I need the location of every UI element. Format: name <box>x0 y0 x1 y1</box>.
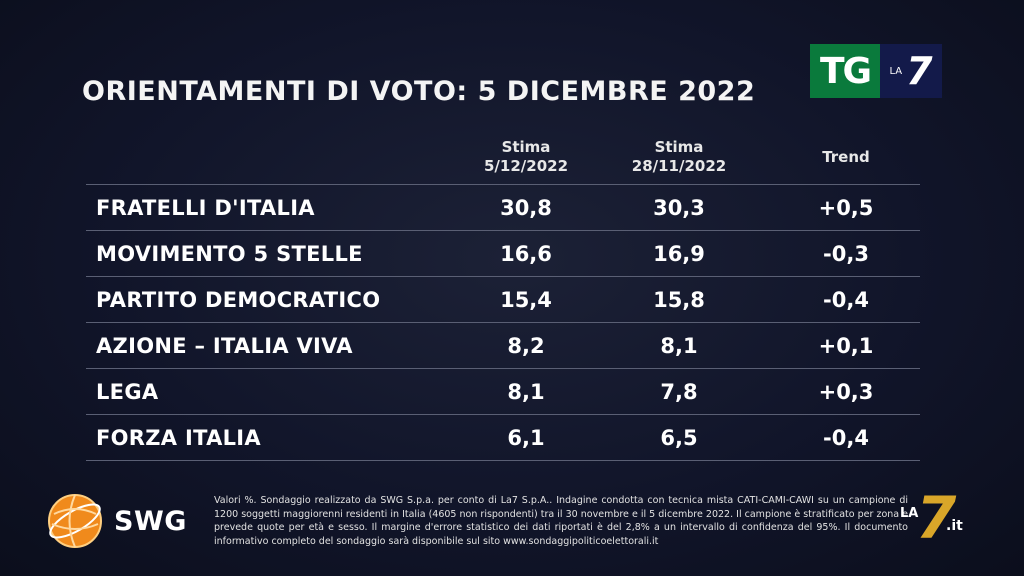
trend-value: -0,4 <box>772 276 920 323</box>
stima-previous-value: 16,9 <box>586 230 772 277</box>
stima-current-value: 6,1 <box>466 414 586 461</box>
swg-logo: SWG <box>44 490 187 552</box>
la-logo-text: LA <box>889 65 903 77</box>
table-row: FORZA ITALIA 6,1 6,5 -0,4 <box>86 414 920 461</box>
seven-logo-text: 7 <box>906 49 933 93</box>
stima-current-value: 8,1 <box>466 368 586 415</box>
table-row: AZIONE – ITALIA VIVA 8,2 8,1 +0,1 <box>86 322 920 369</box>
watermark-seven: 7 <box>916 484 957 552</box>
watermark-la: LA <box>900 506 919 521</box>
stima-current-value: 16,6 <box>466 230 586 277</box>
party-name: AZIONE – ITALIA VIVA <box>86 322 466 369</box>
header-trend: Trend <box>822 147 870 166</box>
tg-la7-logo: TG LA 7 <box>810 44 942 98</box>
page-title: ORIENTAMENTI DI VOTO: 5 DICEMBRE 2022 <box>82 76 756 107</box>
stima-previous-value: 15,8 <box>586 276 772 323</box>
table-row: FRATELLI D'ITALIA 30,8 30,3 +0,5 <box>86 184 920 231</box>
la7-watermark: LA 7 .it <box>896 484 970 552</box>
stima-current-value: 8,2 <box>466 322 586 369</box>
stima-previous-value: 7,8 <box>586 368 772 415</box>
header-stima-previous-label: Stima <box>654 138 704 156</box>
header-party <box>86 130 466 185</box>
header-stima-previous-date: 28/11/2022 <box>631 157 727 175</box>
la7-logo-block: LA 7 <box>880 44 942 98</box>
trend-value: +0,3 <box>772 368 920 415</box>
trend-value: +0,1 <box>772 322 920 369</box>
stima-previous-value: 30,3 <box>586 184 772 231</box>
poll-table: Stima 5/12/2022 Stima 28/11/2022 Trend F… <box>86 130 920 461</box>
stima-current-value: 15,4 <box>466 276 586 323</box>
party-name: LEGA <box>86 368 466 415</box>
tg-logo-text: TG <box>810 44 880 98</box>
table-row: LEGA 8,1 7,8 +0,3 <box>86 368 920 415</box>
stima-previous-value: 6,5 <box>586 414 772 461</box>
table-row: PARTITO DEMOCRATICO 15,4 15,8 -0,4 <box>86 276 920 323</box>
trend-value: -0,3 <box>772 230 920 277</box>
swg-logo-text: SWG <box>114 505 187 537</box>
header-stima-previous: Stima 28/11/2022 <box>586 130 772 185</box>
header-stima-current: Stima 5/12/2022 <box>466 130 586 185</box>
stima-previous-value: 8,1 <box>586 322 772 369</box>
header-stima-current-label: Stima <box>501 138 551 156</box>
trend-value: +0,5 <box>772 184 920 231</box>
methodology-note: Valori %. Sondaggio realizzato da SWG S.… <box>214 495 908 547</box>
trend-value: -0,4 <box>772 414 920 461</box>
swg-globe-icon <box>48 494 102 548</box>
table-row: MOVIMENTO 5 STELLE 16,6 16,9 -0,3 <box>86 230 920 277</box>
party-name: PARTITO DEMOCRATICO <box>86 276 466 323</box>
party-name: MOVIMENTO 5 STELLE <box>86 230 466 277</box>
watermark-it: .it <box>946 518 963 534</box>
party-name: FRATELLI D'ITALIA <box>86 184 466 231</box>
stima-current-value: 30,8 <box>466 184 586 231</box>
header-stima-current-date: 5/12/2022 <box>483 157 569 175</box>
table-header-row: Stima 5/12/2022 Stima 28/11/2022 Trend <box>86 130 920 185</box>
party-name: FORZA ITALIA <box>86 414 466 461</box>
